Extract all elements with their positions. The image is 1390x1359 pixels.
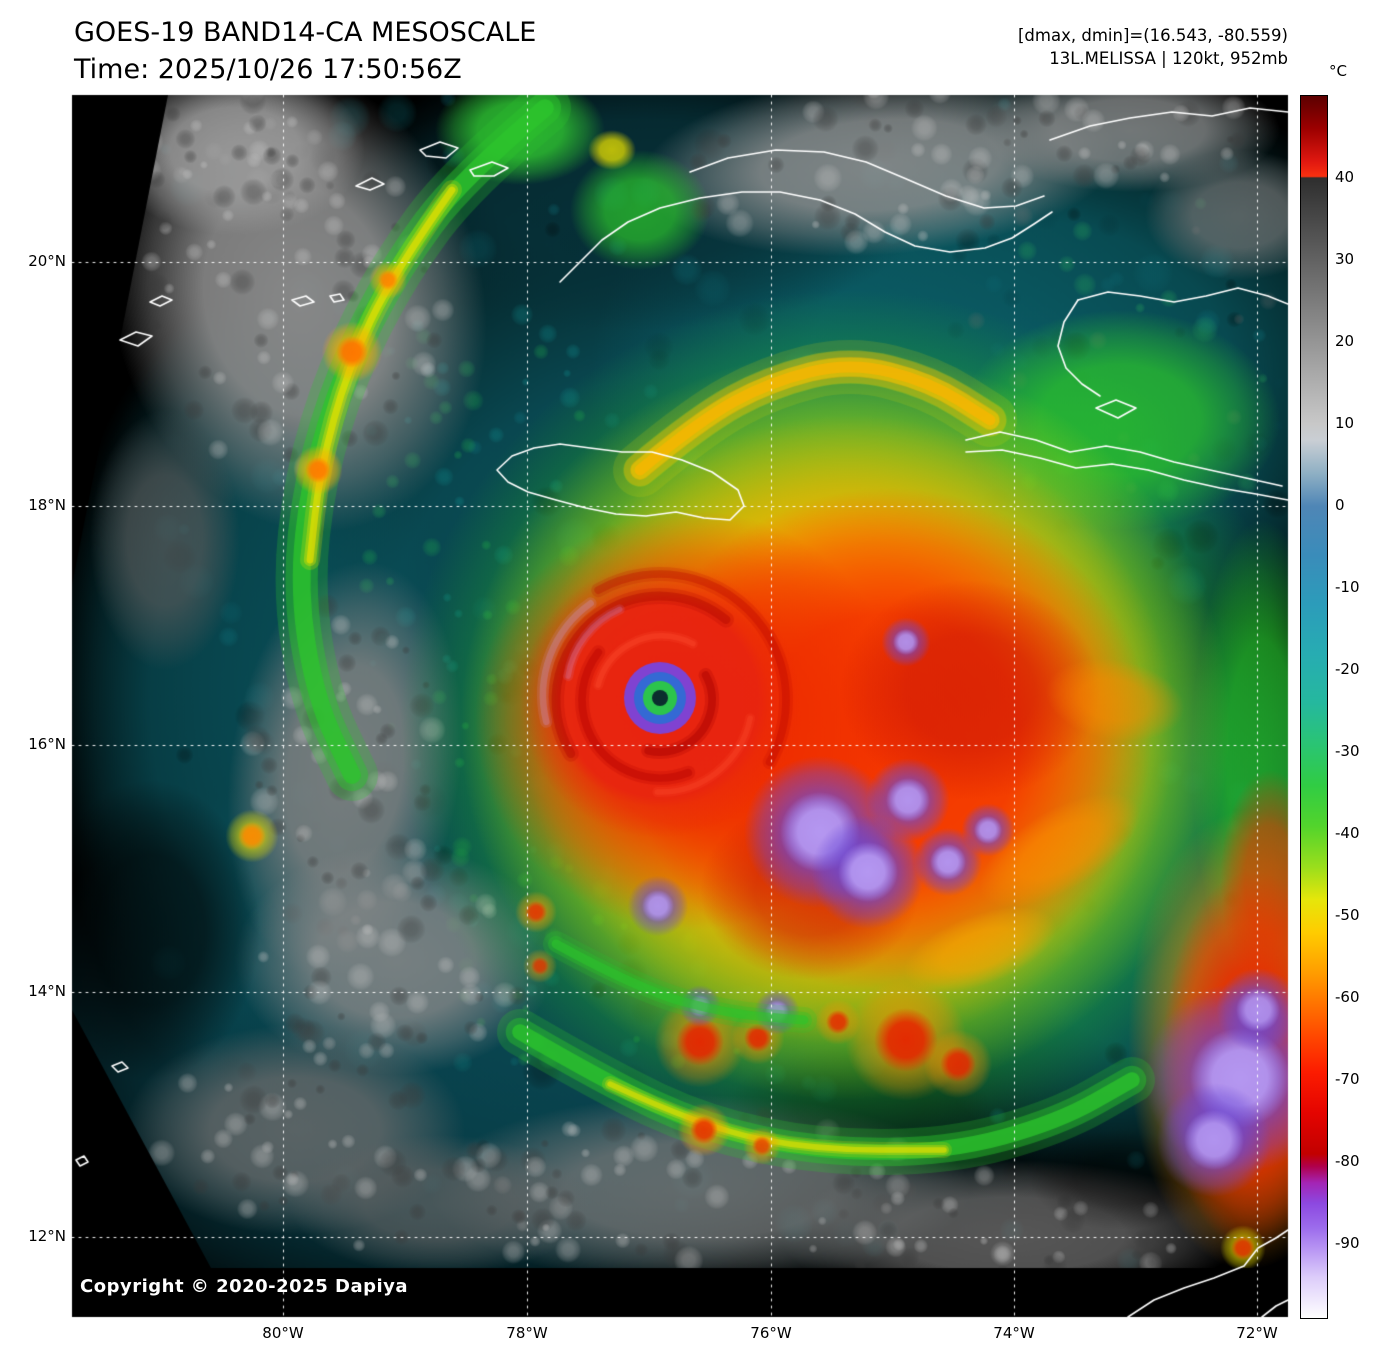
colorbar-tick-label: -30 — [1335, 742, 1360, 760]
colorbar-tick-label: 20 — [1335, 332, 1355, 350]
copyright-text: Copyright © 2020-2025 Dapiya — [80, 1276, 409, 1297]
lon-tick-label: 76°W — [750, 1324, 792, 1342]
timestamp: Time: 2025/10/26 17:50:56Z — [74, 54, 462, 85]
colorbar-tick-label: -80 — [1335, 1152, 1360, 1170]
colorbar-tick-label: 10 — [1335, 414, 1355, 432]
colorbar-tick-label: -40 — [1335, 824, 1360, 842]
lon-tick-label: 72°W — [1236, 1324, 1278, 1342]
annotation-block: [dmax, dmin]=(16.543, -80.559) 13L.MELIS… — [1018, 24, 1288, 70]
lon-tick-label: 78°W — [506, 1324, 548, 1342]
colorbar-tick-label: 0 — [1335, 496, 1345, 514]
lon-tick-label: 74°W — [993, 1324, 1035, 1342]
storm-info-annotation: 13L.MELISSA | 120kt, 952mb — [1049, 49, 1288, 68]
lat-tick-label: 20°N — [28, 252, 66, 270]
colorbar-tick-label: 30 — [1335, 250, 1355, 268]
lon-tick-label: 80°W — [262, 1324, 304, 1342]
dmax-dmin-annotation: [dmax, dmin]=(16.543, -80.559) — [1018, 26, 1288, 45]
colorbar-tick-label: 40 — [1335, 168, 1355, 186]
lat-tick-label: 18°N — [28, 496, 66, 514]
colorbar-tick-label: -70 — [1335, 1070, 1360, 1088]
colorbar-unit-label: °C — [1329, 62, 1347, 80]
lat-tick-label: 14°N — [28, 982, 66, 1000]
page-title: GOES-19 BAND14-CA MESOSCALE — [74, 17, 537, 48]
colorbar-tick-label: -10 — [1335, 578, 1360, 596]
colorbar-tick-label: -50 — [1335, 906, 1360, 924]
header-block: GOES-19 BAND14-CA MESOSCALE Time: 2025/1… — [74, 14, 536, 88]
colorbar-tick-label: -20 — [1335, 660, 1360, 678]
colorbar-tick-label: -60 — [1335, 988, 1360, 1006]
lat-tick-label: 12°N — [28, 1227, 66, 1245]
lat-tick-label: 16°N — [28, 735, 66, 753]
colorbar-tick-label: -90 — [1335, 1234, 1360, 1252]
colorbar — [1300, 95, 1328, 1319]
